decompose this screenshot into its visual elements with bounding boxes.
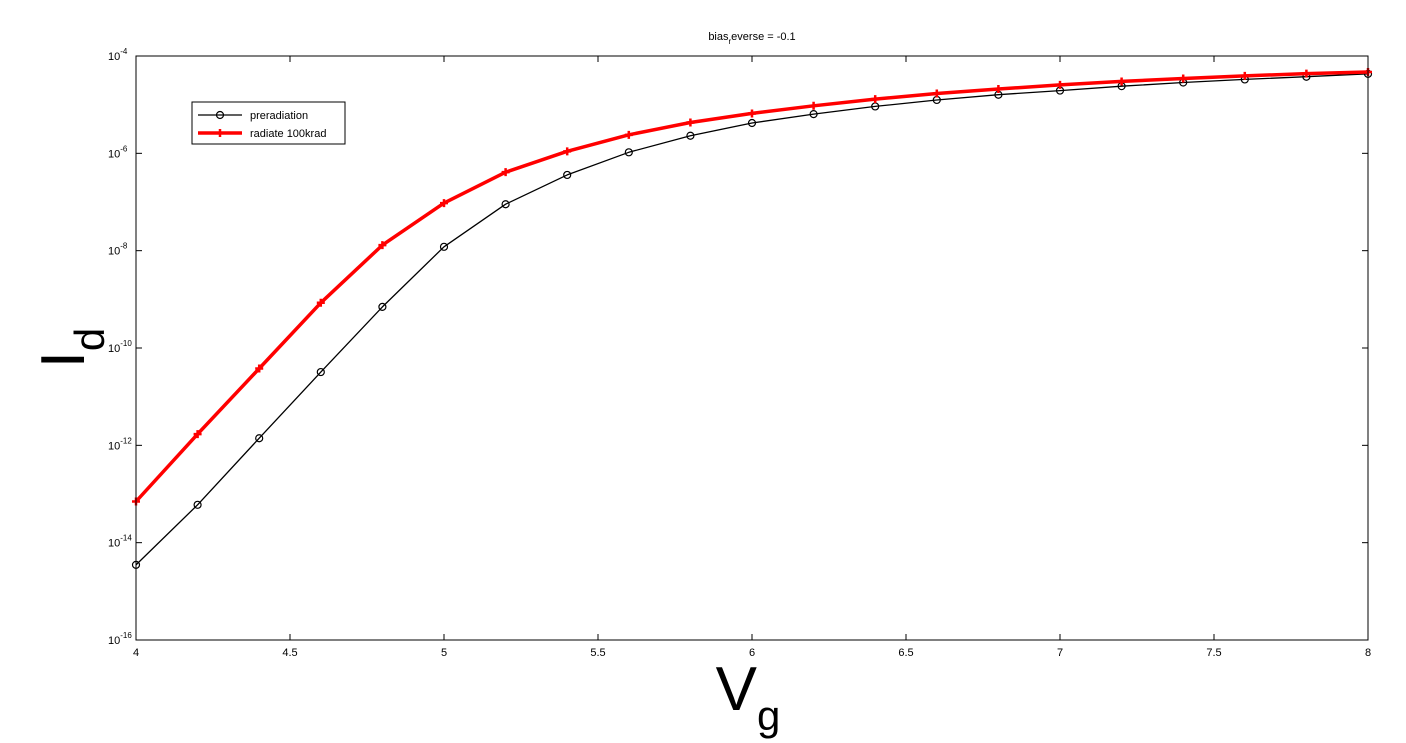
data-point: [1179, 74, 1188, 83]
x-axis-label-sub: g: [757, 692, 780, 739]
chart-title-rest: everse = -0.1: [731, 31, 796, 43]
plot-area: [136, 56, 1368, 640]
data-point: [1056, 80, 1064, 89]
data-point: [378, 241, 387, 250]
y-tick-label: 10-14: [108, 534, 132, 550]
legend-box: [191, 101, 346, 145]
data-point: [994, 84, 1003, 93]
chart-title: biasreverse = -0.1: [708, 31, 795, 46]
data-point: [501, 200, 510, 209]
data-point: [563, 147, 572, 156]
data-point: [686, 131, 695, 140]
data-point: [1240, 71, 1249, 80]
y-tick-label: 10-12: [108, 436, 132, 452]
data-point: [1117, 77, 1126, 86]
y-axis-label-sub: d: [66, 328, 113, 351]
plot-frame: [135, 55, 1369, 641]
legend: preradiation radiate 100krad: [191, 101, 346, 145]
data-point: [686, 118, 695, 127]
y-tick-label: 10-8: [108, 242, 128, 258]
legend-label-preradiation: preradiation: [250, 110, 308, 122]
data-point: [563, 170, 572, 180]
data-point: [809, 101, 818, 110]
chart-title-sub: r: [729, 37, 732, 46]
data-point: [439, 242, 449, 251]
data-point: [193, 500, 202, 509]
x-tick-label: 6.5: [898, 647, 913, 659]
x-tick-label: 7.5: [1206, 647, 1221, 659]
data-point: [440, 199, 448, 208]
x-tick-label: 8: [1365, 647, 1371, 659]
data-point: [809, 109, 818, 119]
data-point: [316, 367, 325, 377]
y-tick-label: 10-16: [108, 631, 132, 647]
series-line-0: [135, 73, 1369, 566]
x-tick-label: 5: [441, 647, 447, 659]
x-axis-label: Vg: [716, 655, 781, 739]
legend-marker-radiate: [216, 129, 224, 137]
x-axis-label-main: V: [716, 655, 758, 724]
data-point: [316, 298, 325, 307]
data-point: [1302, 69, 1311, 78]
data-point: [624, 148, 633, 157]
chart-title-main: bias: [708, 31, 729, 43]
y-tick-label: 10-10: [108, 339, 132, 355]
legend-label-radiate: radiate 100krad: [250, 128, 326, 140]
y-axis-ticks: 10-16 10-14 10-12 10-10 10-8 10-6 10-4: [108, 47, 1368, 647]
data-point: [378, 302, 387, 311]
data-point: [501, 168, 510, 177]
data-point: [932, 89, 941, 98]
data-point: [193, 430, 202, 439]
data-point: [255, 434, 264, 443]
x-tick-label: 5.5: [590, 647, 605, 659]
y-tick-label: 10-6: [108, 144, 128, 160]
x-tick-label: 4: [133, 647, 139, 659]
data-point: [748, 109, 756, 118]
data-point: [871, 95, 880, 104]
x-axis-ticks: 4 4.5 5 5.5 6 6.5 7 7.5 8: [133, 56, 1371, 659]
y-axis-label-main: I: [29, 351, 98, 368]
x-tick-label: 7: [1057, 647, 1063, 659]
y-axis-label: Id: [29, 328, 113, 369]
y-tick-label: 10-4: [108, 47, 128, 63]
series-layer: [131, 67, 1373, 569]
x-tick-label: 6: [749, 647, 755, 659]
data-point: [255, 364, 264, 373]
data-point: [624, 130, 633, 139]
legend-marker-preradiation: [215, 110, 225, 120]
x-tick-label: 4.5: [282, 647, 297, 659]
data-point: [747, 118, 757, 128]
